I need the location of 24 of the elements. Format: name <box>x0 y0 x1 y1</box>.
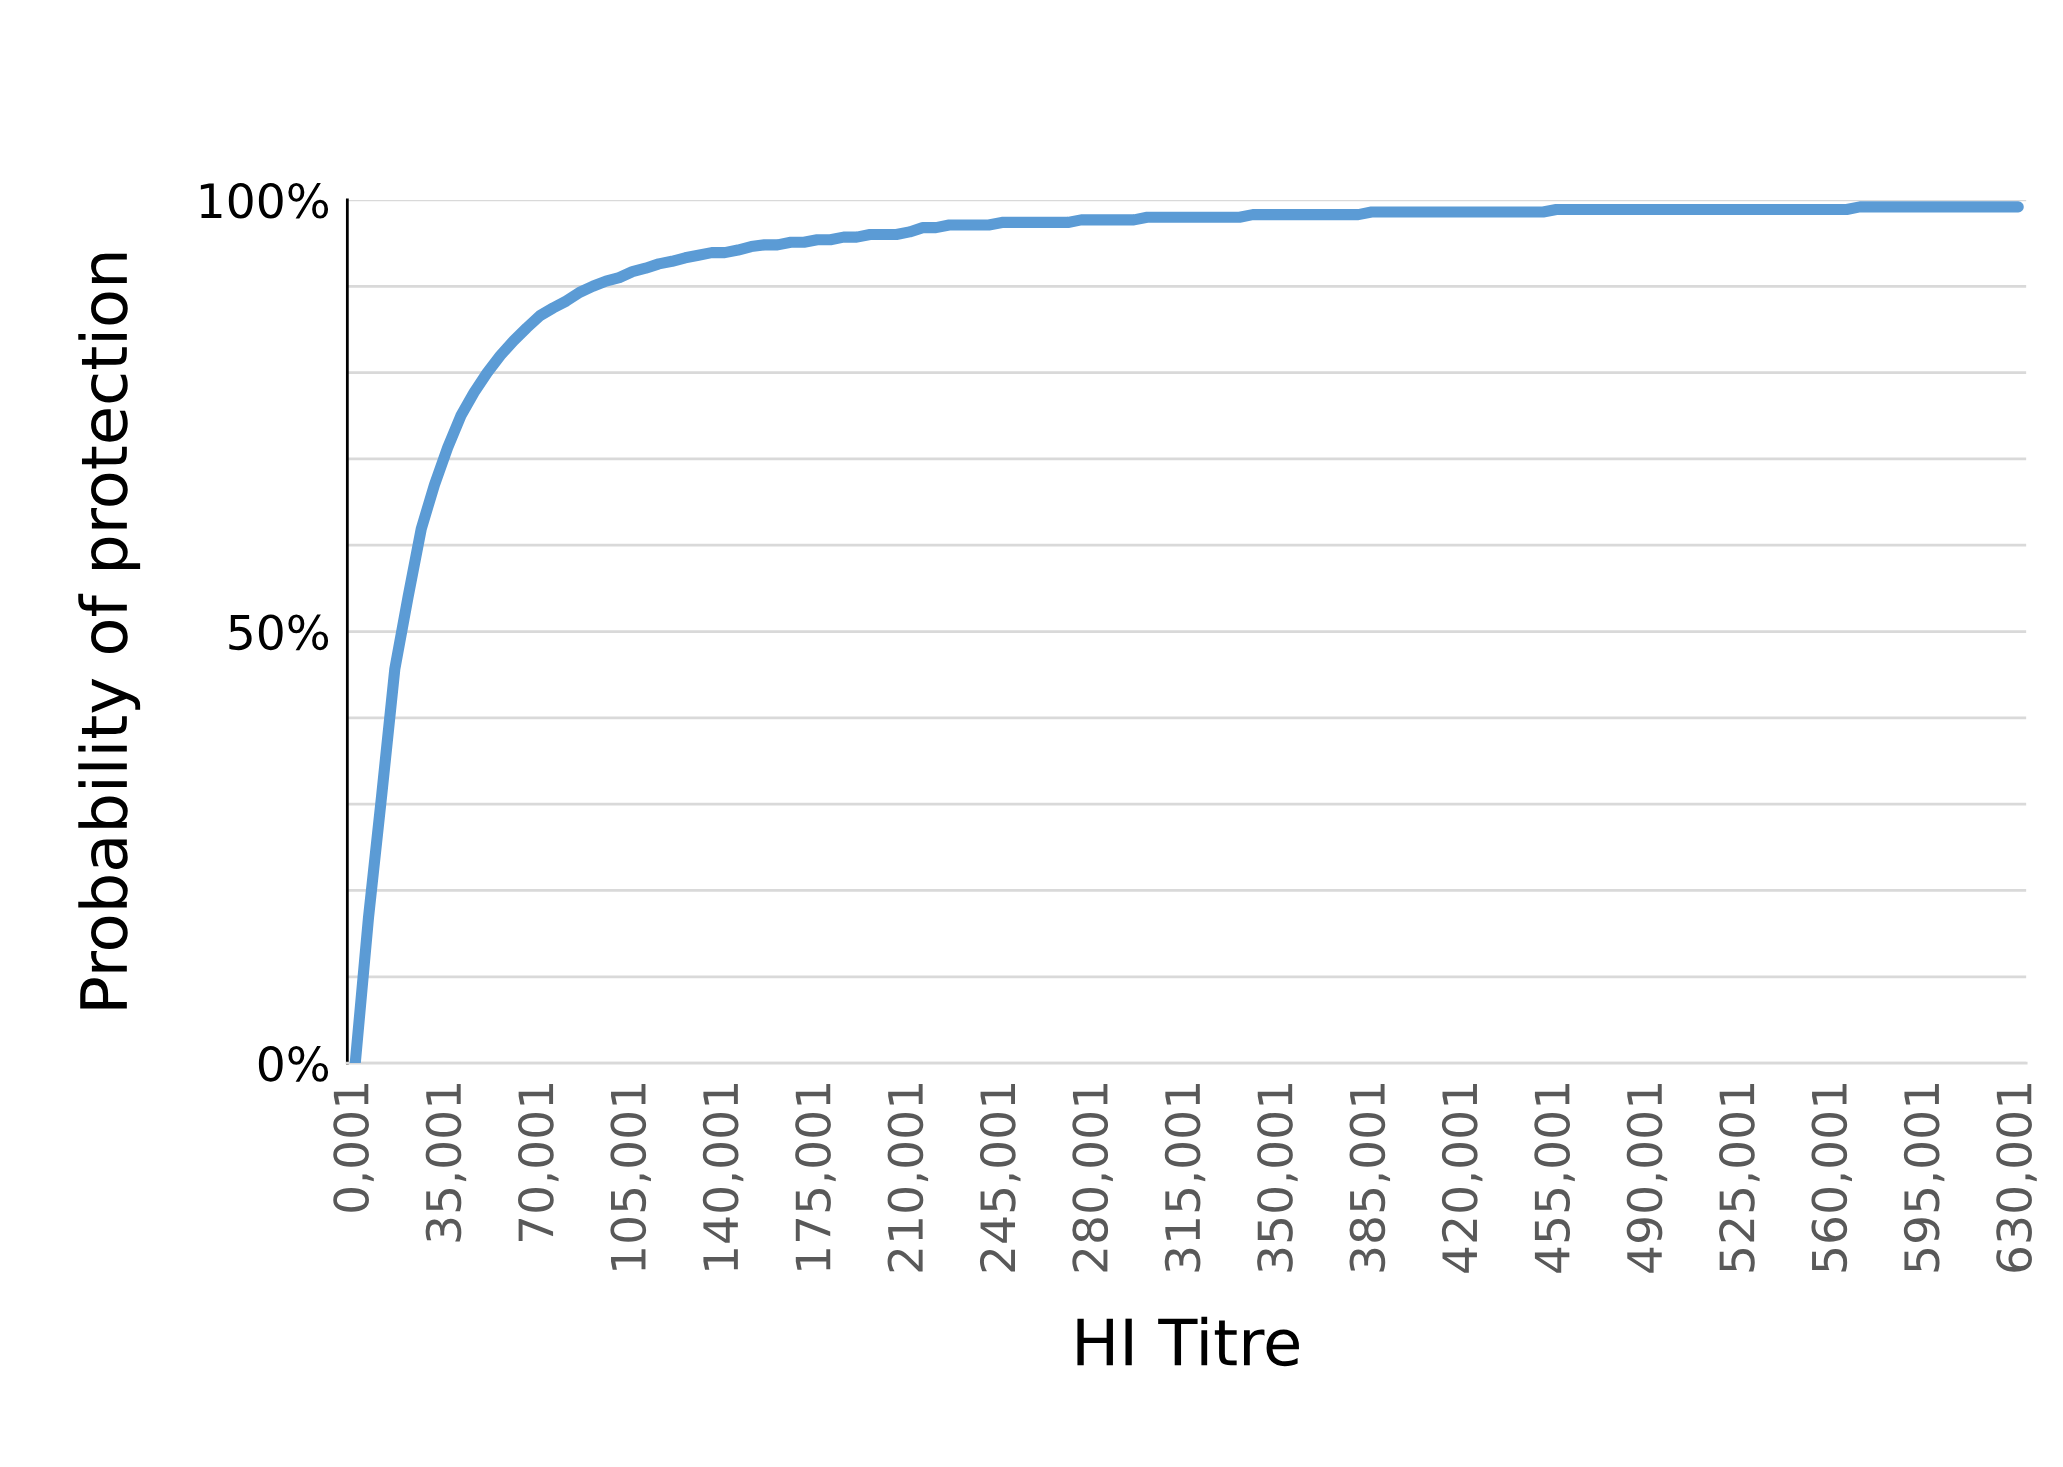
y-tick-label: 0% <box>258 1045 329 1082</box>
x-tick-label: 210,001 <box>887 1084 929 1272</box>
y-tick-label: 50% <box>229 614 329 651</box>
y-axis-title: Probability of protection <box>78 253 141 1009</box>
y-tick-label: 100% <box>200 182 329 219</box>
x-tick-label: 630,001 <box>1996 1084 2037 1272</box>
x-tick-label: 315,001 <box>1164 1084 1206 1272</box>
x-tick-label: 70,001 <box>518 1084 559 1242</box>
x-tick-label: 245,001 <box>979 1084 1021 1272</box>
x-tick-label: 560,001 <box>1811 1084 1852 1272</box>
x-tick-label: 490,001 <box>1626 1084 1668 1273</box>
x-tick-label: 455,001 <box>1534 1084 1575 1273</box>
x-axis-title: HI Titre <box>1077 1316 1299 1367</box>
x-tick-label: 140,001 <box>702 1084 744 1270</box>
x-tick-label: 385,001 <box>1349 1084 1391 1272</box>
x-tick-label: 0,001 <box>333 1084 374 1212</box>
x-tick-label: 525,001 <box>1719 1084 1760 1272</box>
x-tick-label: 420,001 <box>1441 1084 1483 1273</box>
x-tick-label: 595,001 <box>1903 1084 1945 1272</box>
x-tick-label: 280,001 <box>1072 1084 1113 1272</box>
x-tick-label: 35,001 <box>425 1084 467 1242</box>
x-tick-label: 105,001 <box>610 1084 651 1270</box>
x-tick-label: 175,001 <box>795 1084 836 1270</box>
x-tick-label: 350,001 <box>1257 1084 1298 1272</box>
